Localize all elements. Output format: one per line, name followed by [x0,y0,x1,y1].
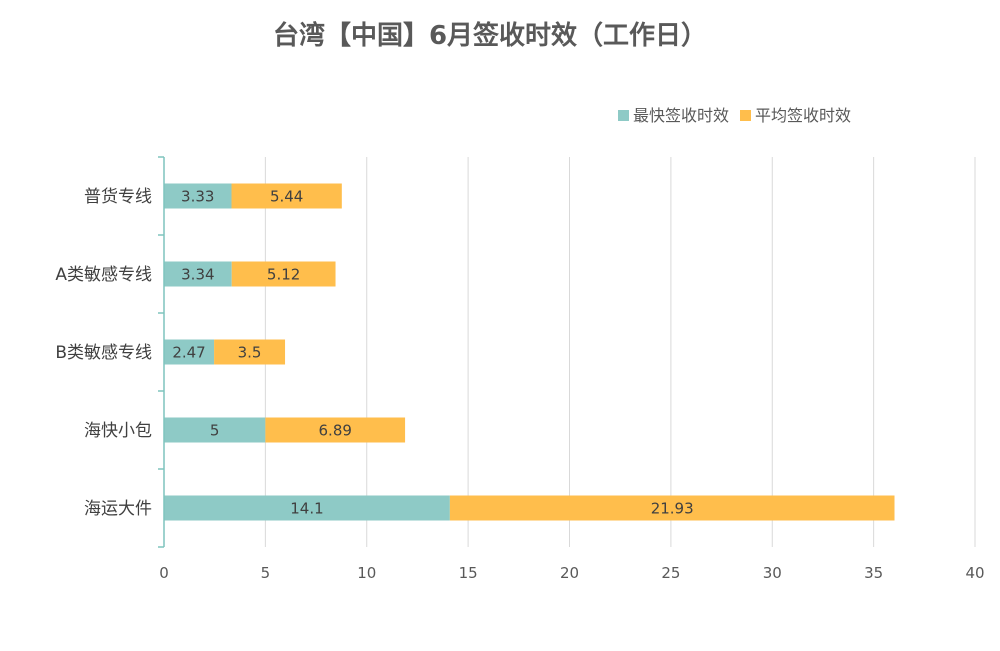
legend-swatch-average [740,110,751,121]
bar-fastest [164,417,266,443]
x-tick-label: 0 [159,564,169,582]
bar-average [449,495,895,521]
gridlines [264,157,976,547]
category-label: 普货专线 [84,187,152,207]
x-tick-label: 25 [661,564,680,582]
data-label: 3.5 [238,344,262,362]
x-tick-label: 40 [965,564,984,582]
data-label: 21.93 [651,500,694,518]
x-tick-label: 15 [459,564,478,582]
x-tick-label: 30 [763,564,782,582]
legend-label-fastest: 最快签收时效 [633,106,729,125]
data-label: 5.12 [267,266,300,284]
x-tick-label: 10 [357,564,376,582]
axes [158,156,165,548]
x-tick-label: 35 [864,564,883,582]
legend: 最快签收时效 平均签收时效 [618,106,851,125]
bar-average [214,339,286,365]
data-label: 14.1 [290,500,323,518]
chart-title: 台湾【中国】6月签收时效（工作日） [273,20,707,51]
bar-fastest [164,339,215,365]
category-label: 海快小包 [84,421,152,441]
legend-swatch-fastest [618,110,629,121]
data-label: 6.89 [319,422,352,440]
bars [164,183,895,521]
bar-average [265,417,406,443]
category-label: B类敏感专线 [55,343,152,363]
category-label: 海运大件 [84,499,152,519]
x-tick-label: 5 [261,564,271,582]
data-label: 5 [210,422,220,440]
labels: 0 5 10 15 20 25 30 35 40 普货专线 3.33 5.44 A类敏感专线 3.34 5.… [55,187,984,582]
data-label: 3.33 [181,188,214,206]
legend-label-average: 平均签收时效 [755,106,851,125]
bar-average [231,261,336,287]
data-label: 2.47 [172,344,205,362]
bar-fastest [164,183,232,209]
data-label: 5.44 [270,188,303,206]
bar-average [231,183,342,209]
bar-fastest [164,495,450,521]
x-tick-label: 20 [560,564,579,582]
bar-fastest [164,261,232,287]
category-label: A类敏感专线 [55,265,152,285]
data-label: 3.34 [181,266,214,284]
